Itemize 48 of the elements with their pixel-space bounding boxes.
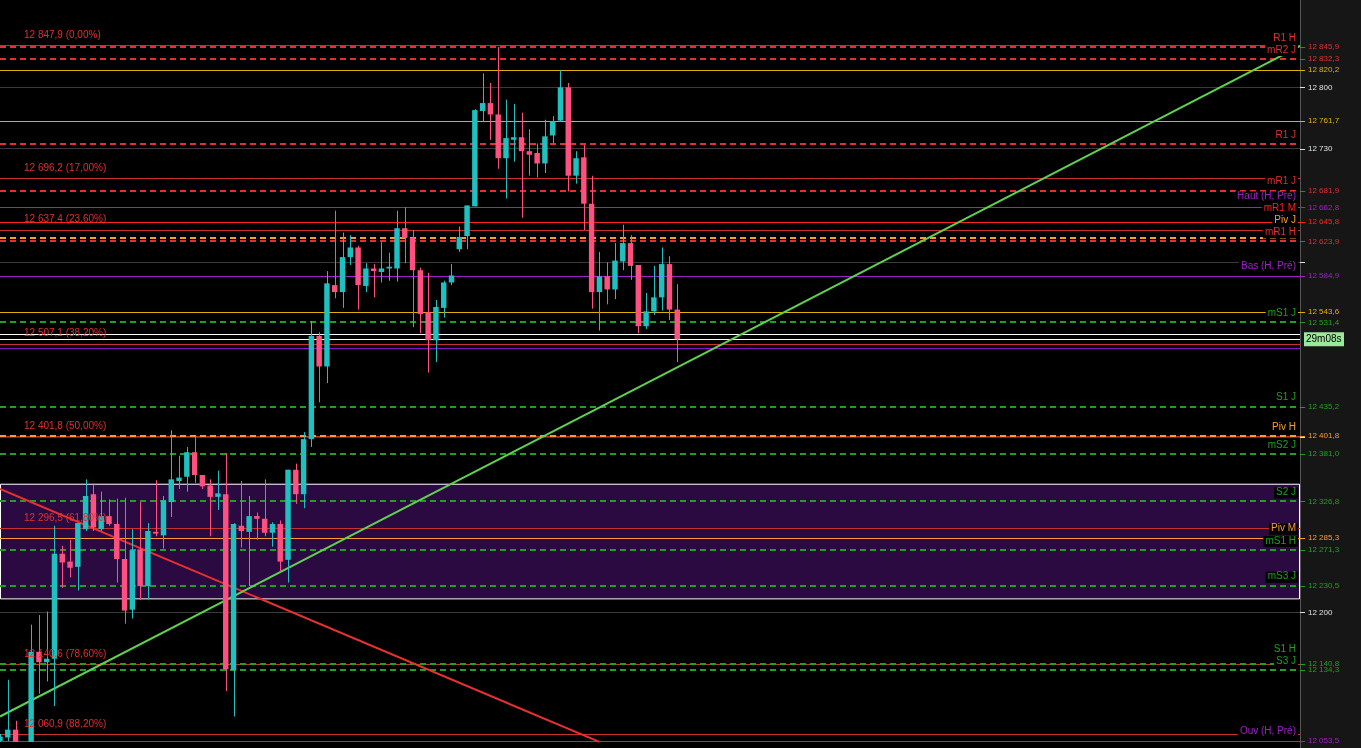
ref-line-label: R1 H [1273,31,1296,43]
ref-line-label: Ouv (H, Pré) [1239,725,1296,737]
ref-line-label: Piv J [1274,214,1296,226]
y-tick-label: 12 584,9 [1308,270,1340,280]
annotation: 12 060,9 (88,20%) [24,717,107,729]
ref-line-label: mR2 J [1267,43,1296,55]
y-tick-label: 12 053,5 [1308,735,1340,745]
ref-line-label: mR1 H [1264,226,1296,238]
ref-line-label: R1 J [1275,128,1296,140]
y-tick-label: 12 820,2 [1308,64,1340,74]
y-tick-label: 12 761,7 [1308,116,1340,126]
y-tick-label: 12 401,8 [1308,430,1340,440]
y-tick-label: 12 845,9 [1308,42,1340,52]
y-tick-label: 12 326,8 [1308,496,1340,506]
y-tick-label: 12 543,6 [1308,306,1340,316]
ref-line-label: mS3 J [1267,570,1296,582]
y-tick-label: 12 645,8 [1308,217,1340,227]
y-tick-label: 12 200 [1308,607,1334,617]
y-tick-label: 12 531,4 [1308,317,1340,327]
ref-line-label: Piv H [1272,420,1296,432]
y-tick-label: 12 623,9 [1308,236,1340,246]
ref-line-label: Bas (H, Pré) [1240,260,1296,272]
y-tick-label: 12 800 [1308,82,1334,92]
ref-line-label: mR1 M [1263,202,1296,214]
ref-line-label: S2 J [1275,486,1296,498]
y-tick-label: 12 230,5 [1308,580,1340,590]
annotation: 12 847,9 (0,00%) [24,29,101,41]
annotation: 12 696,2 (17,00%) [24,161,107,173]
y-tick-label: 12 435,2 [1308,401,1340,411]
ref-line-label: Piv M [1271,522,1296,534]
y-tick-label: 12 681,9 [1308,185,1340,195]
y-tick-label: 12 381,0 [1308,449,1340,459]
y-tick-label: 12 832,3 [1308,54,1340,64]
y-tick-label: 12 730 [1308,143,1334,153]
ref-line-label: S1 H [1273,642,1296,654]
ref-line-label: Haut (H, Pré) [1237,190,1296,202]
y-tick-label: 12 271,3 [1308,545,1340,555]
annotation: 12 637,4 (23,60%) [24,213,107,225]
ref-line-label: mS1 H [1265,534,1296,546]
ref-line-label: S1 J [1275,391,1296,403]
y-tick-label: 12 285,3 [1308,532,1340,542]
ref-line-label: mS2 J [1267,438,1296,450]
ref-line-label: mR1 J [1267,175,1296,187]
ref-line-label: mS1 J [1267,307,1296,319]
y-tick-label: 12 662,8 [1308,202,1340,212]
text: 29m08s [1306,333,1342,345]
ref-line-label: S3 J [1275,654,1296,666]
annotation: 12 401,8 (50,00%) [24,419,107,431]
